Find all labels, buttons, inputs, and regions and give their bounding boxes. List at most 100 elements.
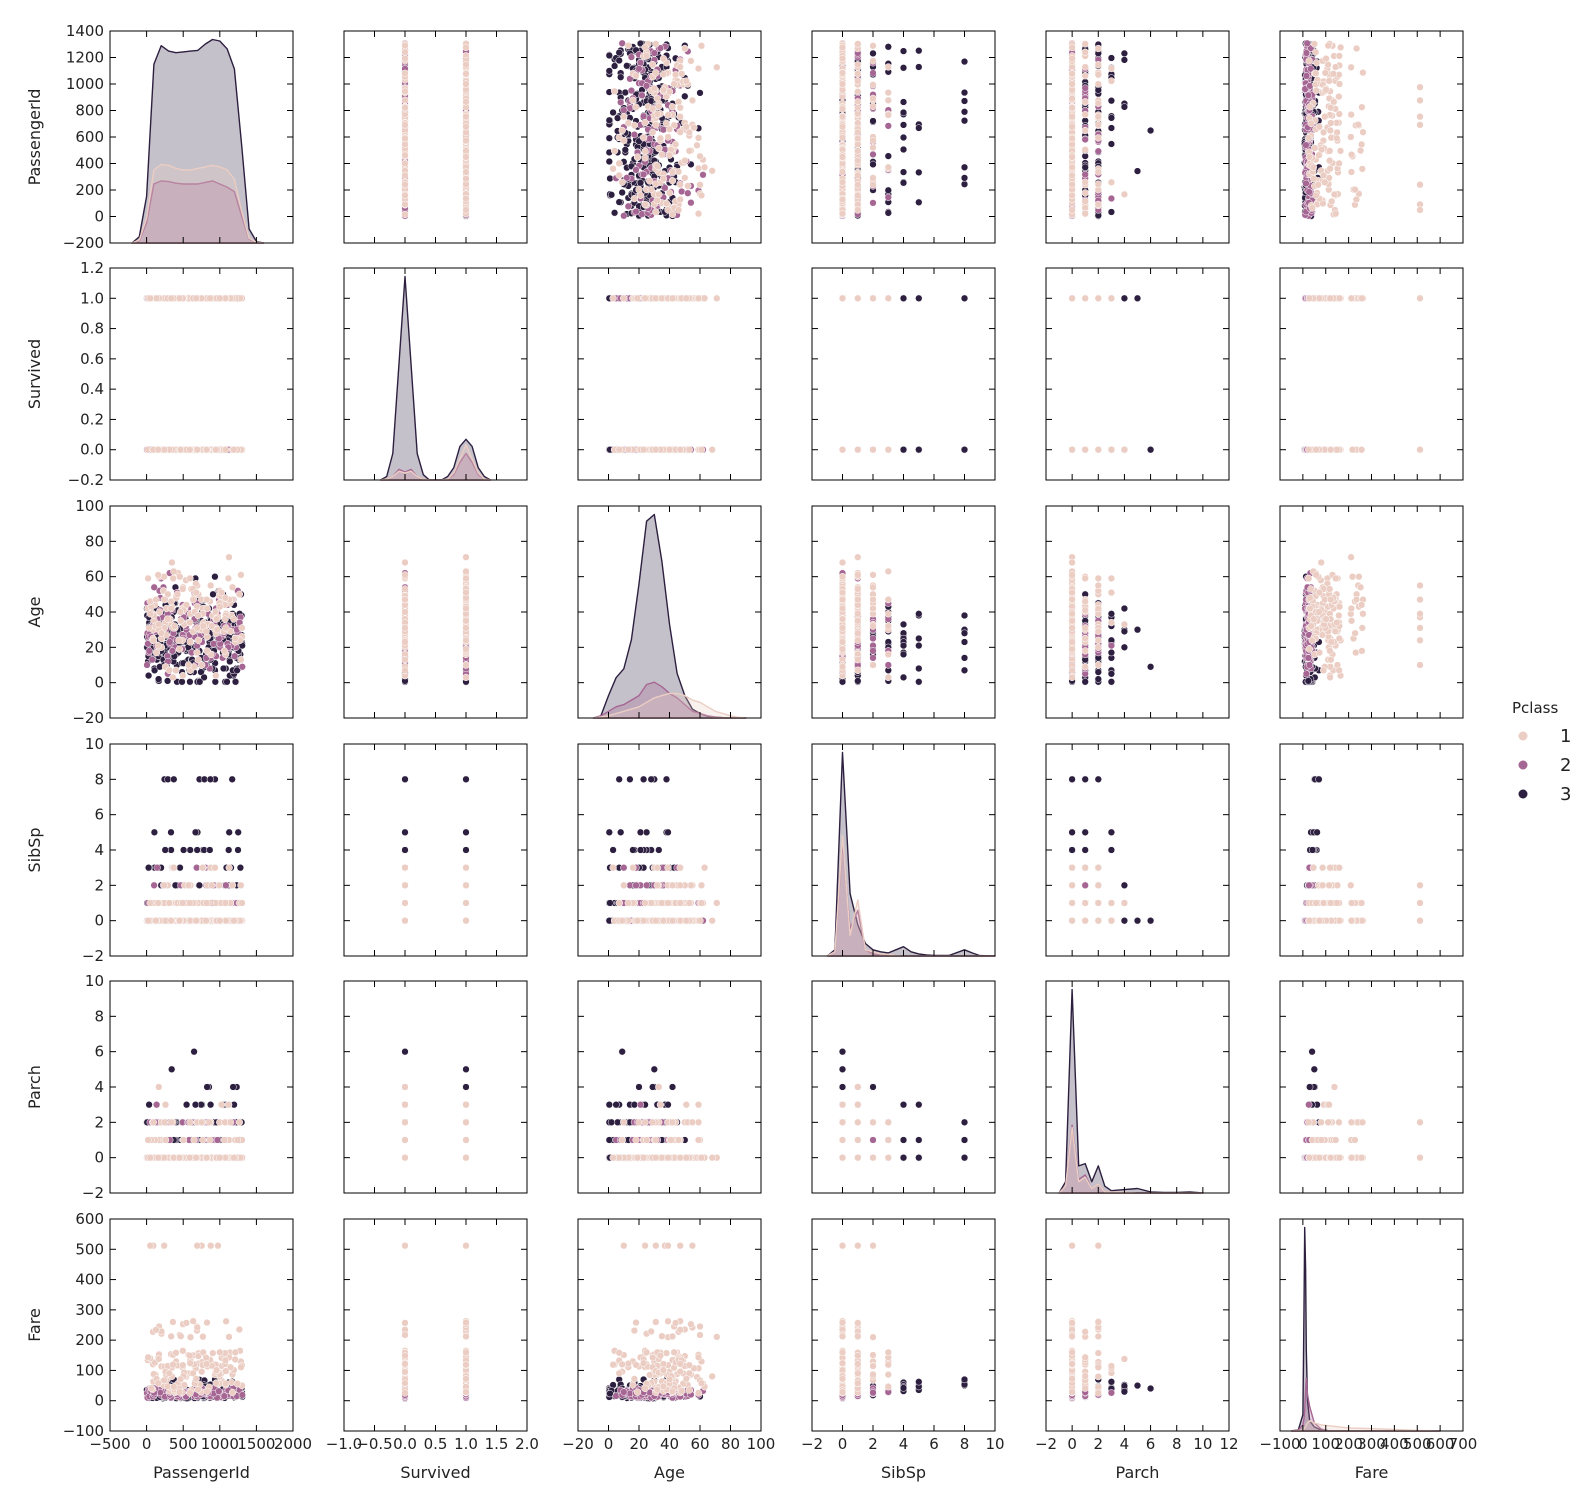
scatter-point (1081, 210, 1089, 218)
scatter-point (1107, 97, 1116, 105)
scatter-point (641, 294, 649, 302)
scatter-point (1081, 146, 1089, 154)
scatter-point (1416, 96, 1424, 105)
scatter-point (869, 57, 877, 65)
scatter-point (617, 98, 625, 106)
scatter-point (869, 81, 877, 89)
scatter-point (869, 174, 877, 182)
scatter-point (700, 294, 709, 302)
scatter-point (899, 108, 908, 117)
scatter-point (854, 40, 862, 48)
scatter-point (676, 63, 684, 71)
scatter-point (462, 168, 470, 176)
scatter-point (664, 111, 672, 119)
scatter-point (655, 190, 663, 199)
scatter-point (462, 136, 470, 145)
points-survived-vs-passengerid (143, 294, 246, 454)
scatter-point (1304, 91, 1312, 99)
scatter-point (401, 54, 409, 63)
scatter-point (699, 171, 707, 179)
scatter-point (216, 294, 224, 302)
panel-survived-vs-sibsp (811, 267, 996, 481)
scatter-point (694, 164, 703, 173)
scatter-point (633, 153, 642, 161)
scatter-point (636, 59, 645, 67)
scatter-point (1120, 49, 1129, 58)
scatter-point (659, 86, 668, 94)
scatter-point (642, 52, 651, 60)
scatter-point (1081, 197, 1089, 206)
scatter-point (610, 209, 619, 217)
scatter-point (1081, 63, 1089, 71)
scatter-point (696, 89, 704, 97)
scatter-point (1068, 206, 1076, 214)
scatter-point (899, 133, 908, 142)
scatter-point (462, 153, 470, 161)
scatter-point (1335, 52, 1343, 60)
scatter-point (676, 181, 684, 189)
scatter-point (1311, 144, 1319, 152)
scatter-point (697, 42, 706, 50)
scatter-point (1081, 84, 1089, 92)
scatter-point (1094, 180, 1102, 188)
scatter-point (1305, 134, 1313, 142)
scatter-point (649, 105, 657, 113)
scatter-point (676, 128, 684, 136)
scatter-point (1081, 40, 1089, 48)
scatter-point (1094, 121, 1102, 129)
scatter-point (630, 130, 639, 139)
y-tick-label: 400 (75, 155, 104, 173)
scatter-point (653, 110, 661, 118)
scatter-point (1094, 113, 1102, 121)
panel-passengerid-vs-age (577, 30, 762, 244)
scatter-point (1321, 69, 1329, 77)
scatter-point (854, 206, 862, 214)
scatter-point (401, 140, 409, 149)
scatter-point (1326, 147, 1334, 155)
scatter-point (655, 102, 663, 111)
scatter-point (1094, 71, 1102, 79)
scatter-point (915, 63, 923, 71)
scatter-point (1359, 68, 1367, 77)
scatter-point (1094, 168, 1102, 176)
scatter-point (869, 160, 877, 169)
scatter-point (960, 57, 969, 66)
scatter-point (605, 116, 613, 124)
scatter-point (652, 446, 660, 454)
scatter-point (884, 209, 892, 217)
scatter-point (1081, 126, 1089, 135)
scatter-point (1081, 110, 1089, 119)
panel-survived-vs-survived (343, 267, 528, 481)
scatter-point (884, 96, 892, 104)
scatter-point (646, 135, 654, 143)
scatter-point (636, 191, 645, 199)
scatter-point (838, 43, 847, 52)
scatter-point (193, 446, 201, 454)
y-tick-label: 600 (75, 128, 104, 146)
scatter-point (1352, 195, 1361, 204)
scatter-point (838, 195, 847, 204)
y-tick-label: 200 (75, 181, 104, 199)
panel-passengerid-vs-sibsp (811, 30, 996, 244)
scatter-point (1120, 190, 1129, 199)
scatter-point (659, 126, 668, 134)
scatter-point (884, 43, 892, 51)
scatter-point (655, 144, 663, 153)
scatter-point (659, 54, 668, 63)
scatter-point (206, 294, 214, 302)
scatter-point (838, 178, 847, 186)
scatter-point (665, 189, 674, 197)
scatter-point (620, 106, 628, 114)
scatter-point (615, 446, 623, 454)
scatter-point (700, 163, 709, 171)
scatter-point (636, 179, 645, 187)
scatter-point (838, 210, 847, 218)
scatter-point (869, 199, 877, 207)
scatter-point (1146, 126, 1155, 135)
scatter-point (1314, 181, 1322, 189)
kde-passengerid-pclass-3 (131, 38, 265, 244)
scatter-point (1305, 153, 1314, 161)
scatter-point (1326, 165, 1334, 173)
scatter-point (1332, 210, 1340, 218)
scatter-point (615, 56, 623, 65)
